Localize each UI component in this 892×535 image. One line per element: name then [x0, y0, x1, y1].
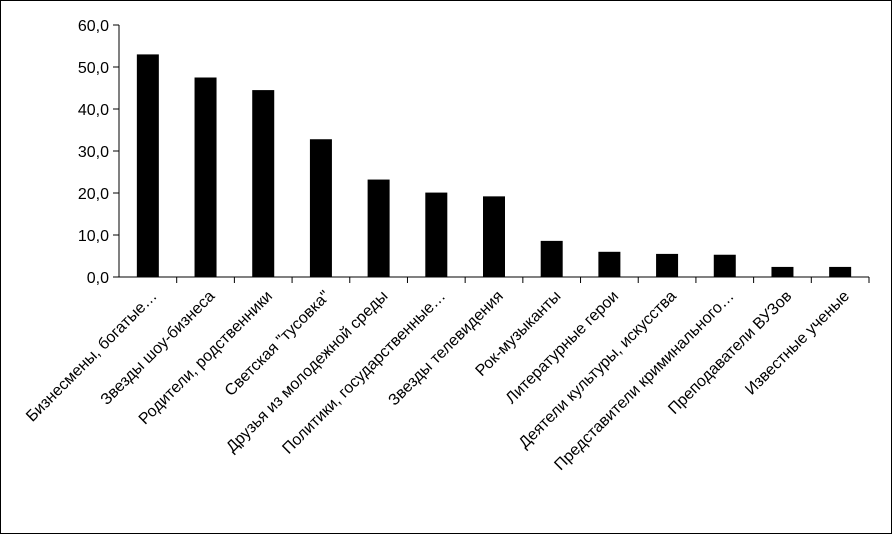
- y-tick-label: 0,0: [87, 270, 109, 287]
- y-tick-label: 30,0: [78, 144, 109, 161]
- bar: [656, 253, 679, 277]
- x-tick-label: Светская "тусовка": [222, 288, 334, 400]
- x-tick-label: Звезды шоу-бизнеса: [98, 288, 219, 409]
- bar: [483, 196, 505, 277]
- bar: [598, 251, 621, 277]
- x-tick-label: Звезды телевидения: [385, 288, 506, 409]
- y-tick-label: 20,0: [78, 186, 109, 203]
- bar: [540, 240, 563, 277]
- x-tick-label: Известные ученые: [742, 288, 853, 399]
- y-tick-label: 40,0: [78, 102, 109, 119]
- x-labels: Бизнесмены, богатые…Звезды шоу-бизнесаРо…: [23, 277, 870, 474]
- bars: [136, 54, 852, 278]
- bar: [713, 254, 736, 277]
- x-tick-label: Литературные герои: [503, 288, 622, 407]
- bar: [194, 77, 217, 277]
- bar: [771, 266, 794, 277]
- bar: [309, 139, 332, 277]
- y-tick-label: 50,0: [78, 60, 109, 77]
- bar: [136, 54, 159, 278]
- y-ticks: 0,0 10,0 20,0 30,0 40,0 50,0 60,0: [78, 18, 119, 287]
- y-tick-label: 60,0: [78, 18, 109, 35]
- bar: [252, 90, 275, 277]
- bar: [425, 192, 448, 277]
- y-tick-label: 10,0: [78, 228, 109, 245]
- bar: [367, 179, 390, 277]
- bar: [829, 266, 852, 277]
